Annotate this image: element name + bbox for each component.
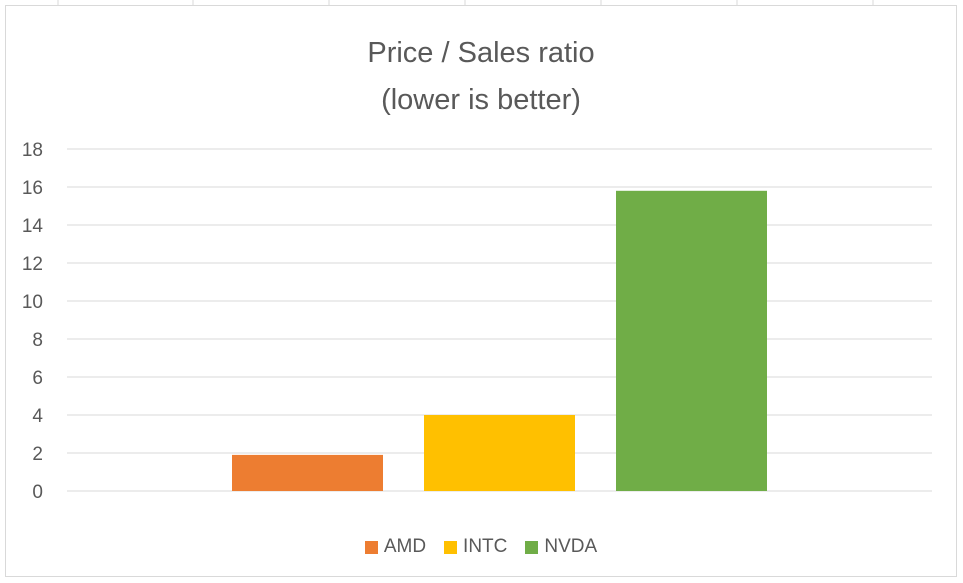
y-tick-label: 0: [32, 482, 43, 503]
chart-area[interactable]: Price / Sales ratio (lower is better) 0 2…: [5, 5, 957, 577]
legend-label: AMD: [383, 536, 427, 557]
legend-item-amd[interactable]: AMD: [364, 536, 427, 558]
y-axis-tick-labels: 0 2 4 6 8 10 12 14 16 18: [22, 140, 44, 503]
legend-item-intc[interactable]: INTC: [444, 536, 507, 558]
chart-title: Price / Sales ratio: [367, 37, 595, 69]
y-tick-label: 14: [22, 216, 44, 237]
bar-nvda[interactable]: [616, 190, 767, 492]
y-tick-label: 16: [22, 178, 43, 199]
y-tick-label: 2: [32, 444, 43, 465]
y-tick-label: 4: [32, 406, 43, 427]
y-tick-label: 10: [22, 292, 43, 313]
legend-label: NVDA: [544, 536, 598, 557]
chart-subtitle: (lower is better): [381, 84, 581, 116]
plot-area[interactable]: 0 2 4 6 8 10 12 14 16 18: [6, 6, 956, 576]
y-tick-label: 6: [32, 368, 43, 389]
legend-swatch: [444, 540, 458, 554]
y-tick-label: 12: [22, 254, 43, 275]
legend-swatch: [364, 540, 378, 554]
legend-label: INTC: [463, 536, 508, 557]
bar-amd[interactable]: [232, 454, 383, 491]
bars: [232, 190, 767, 492]
y-tick-label: 8: [32, 330, 43, 351]
y-tick-label: 18: [22, 140, 43, 161]
legend-item-nvda[interactable]: NVDA: [525, 536, 597, 558]
bar-intc[interactable]: [424, 415, 575, 491]
legend-swatch: [525, 540, 539, 554]
legend: AMD INTC NVDA: [6, 536, 956, 558]
